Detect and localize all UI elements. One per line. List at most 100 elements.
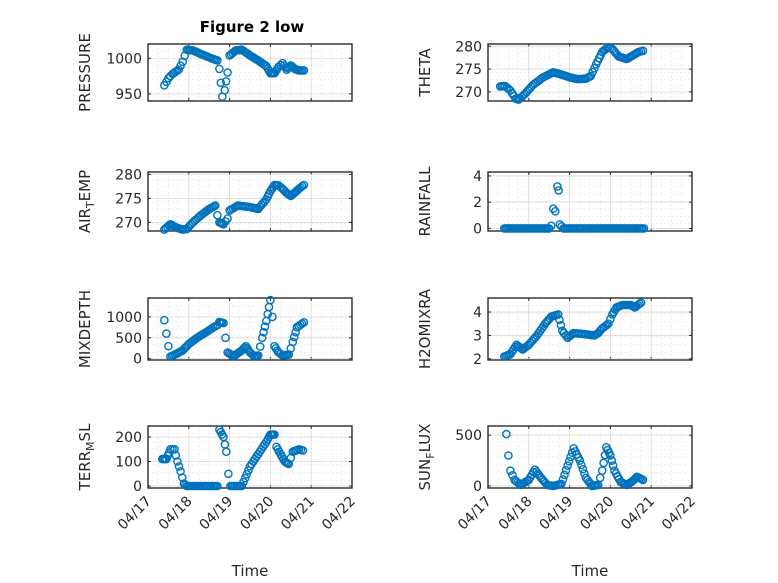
y-tick-label: 4 bbox=[473, 305, 482, 321]
data-point bbox=[635, 299, 644, 309]
data-point bbox=[551, 206, 560, 216]
data-point bbox=[299, 317, 309, 327]
data-point bbox=[257, 333, 267, 343]
y-axis-label-main: RAINFALL bbox=[416, 166, 434, 237]
x-tick-label: 04/22 bbox=[659, 494, 699, 534]
data-point bbox=[606, 314, 615, 324]
data-point bbox=[564, 456, 574, 466]
data-point bbox=[237, 481, 247, 491]
data-point bbox=[577, 460, 586, 470]
data-point bbox=[638, 475, 648, 485]
y-axis-label-main: THETA bbox=[416, 48, 434, 98]
y-tick-label: 500 bbox=[115, 331, 142, 347]
axes-frame bbox=[487, 297, 693, 361]
data-point bbox=[553, 310, 563, 319]
data-point bbox=[299, 180, 309, 190]
y-tick-label: 1000 bbox=[106, 310, 142, 326]
y-axis-label: PRESSURE bbox=[76, 33, 94, 112]
x-tick-label: 04/18 bbox=[496, 494, 536, 534]
data-point bbox=[270, 430, 279, 439]
data-point bbox=[159, 315, 169, 325]
y-axis-label-suffix: SL bbox=[76, 423, 94, 442]
x-axis-label: Time bbox=[571, 562, 609, 580]
y-axis-label-suffix: LUX bbox=[416, 424, 434, 453]
data-point bbox=[285, 190, 294, 200]
axes-background bbox=[147, 425, 353, 489]
y-axis-label: THETA bbox=[416, 48, 434, 98]
axes-frame bbox=[147, 425, 353, 489]
data-point bbox=[289, 332, 299, 342]
data-point bbox=[557, 479, 566, 489]
data-point bbox=[636, 298, 646, 308]
data-point bbox=[215, 64, 224, 74]
data-point bbox=[216, 78, 226, 88]
x-tick-label: 04/22 bbox=[319, 494, 359, 534]
y-tick-label: 3 bbox=[473, 328, 482, 344]
data-point bbox=[597, 466, 607, 476]
data-point bbox=[607, 456, 617, 465]
y-tick-label: 950 bbox=[115, 87, 142, 103]
data-point bbox=[164, 221, 174, 230]
data-point bbox=[502, 429, 511, 439]
data-point bbox=[266, 295, 275, 305]
data-point bbox=[575, 456, 585, 465]
data-point bbox=[238, 344, 248, 354]
data-point bbox=[170, 444, 179, 454]
data-point bbox=[297, 181, 307, 191]
data-point bbox=[221, 77, 231, 86]
y-tick-label: 280 bbox=[115, 167, 142, 183]
y-tick-label: 270 bbox=[115, 215, 142, 231]
y-tick-label: 0 bbox=[133, 352, 142, 368]
x-tick-label: 04/19 bbox=[197, 494, 237, 534]
y-axis-label-subscript: F bbox=[424, 452, 437, 458]
data-point bbox=[504, 451, 513, 460]
data-point bbox=[599, 458, 608, 468]
y-axis-label-main: SUN bbox=[416, 459, 434, 491]
y-tick-label: 0 bbox=[473, 479, 482, 495]
data-point bbox=[224, 469, 233, 479]
subplot-3: 270 275 280 AIRTEMP bbox=[76, 167, 353, 234]
data-point bbox=[578, 464, 588, 474]
y-tick-label: 200 bbox=[115, 430, 142, 446]
y-tick-label: 0 bbox=[133, 479, 142, 495]
y-axis-label-subscript: M bbox=[84, 441, 97, 451]
data-point bbox=[164, 341, 173, 351]
data-point bbox=[242, 469, 251, 479]
y-axis-label-main: MIXDEPTH bbox=[76, 290, 94, 368]
data-point bbox=[173, 457, 182, 466]
data-point bbox=[213, 56, 222, 65]
y-tick-label: 2 bbox=[473, 195, 482, 211]
data-point bbox=[221, 447, 231, 457]
y-tick-label: 100 bbox=[115, 455, 142, 471]
data-point bbox=[268, 312, 277, 322]
y-tick-label: 275 bbox=[115, 191, 142, 207]
y-axis-label: RAINFALL bbox=[416, 166, 434, 237]
data-point bbox=[253, 351, 263, 360]
y-tick-label: 280 bbox=[455, 39, 482, 55]
y-tick-label: 0 bbox=[473, 221, 482, 237]
x-tick-label: 04/18 bbox=[156, 494, 196, 534]
y-axis-label-main: TERR bbox=[76, 451, 94, 492]
y-axis-label: MIXDEPTH bbox=[76, 290, 94, 368]
data-point bbox=[177, 473, 187, 482]
data-point bbox=[255, 342, 265, 351]
y-axis-label-main: PRESSURE bbox=[76, 33, 94, 112]
y-axis-label-subscript: T bbox=[84, 201, 97, 209]
data-point bbox=[638, 46, 648, 56]
data-point bbox=[563, 461, 572, 470]
data-point bbox=[213, 481, 222, 491]
subplot-1: 950 1000 PRESSURE bbox=[76, 33, 353, 112]
data-point bbox=[297, 319, 307, 328]
subplot-5: 0 500 1000 MIXDEPTH bbox=[76, 290, 353, 368]
y-axis-label: AIRTEMP bbox=[76, 170, 97, 233]
subplot-2: 270 275 280 THETA bbox=[416, 39, 693, 104]
data-point bbox=[553, 182, 562, 191]
data-point bbox=[239, 477, 248, 487]
data-point bbox=[240, 473, 250, 483]
data-point bbox=[162, 329, 171, 338]
x-tick-label: 04/21 bbox=[618, 494, 658, 534]
y-tick-label: 1000 bbox=[106, 51, 142, 67]
data-point bbox=[639, 224, 649, 233]
